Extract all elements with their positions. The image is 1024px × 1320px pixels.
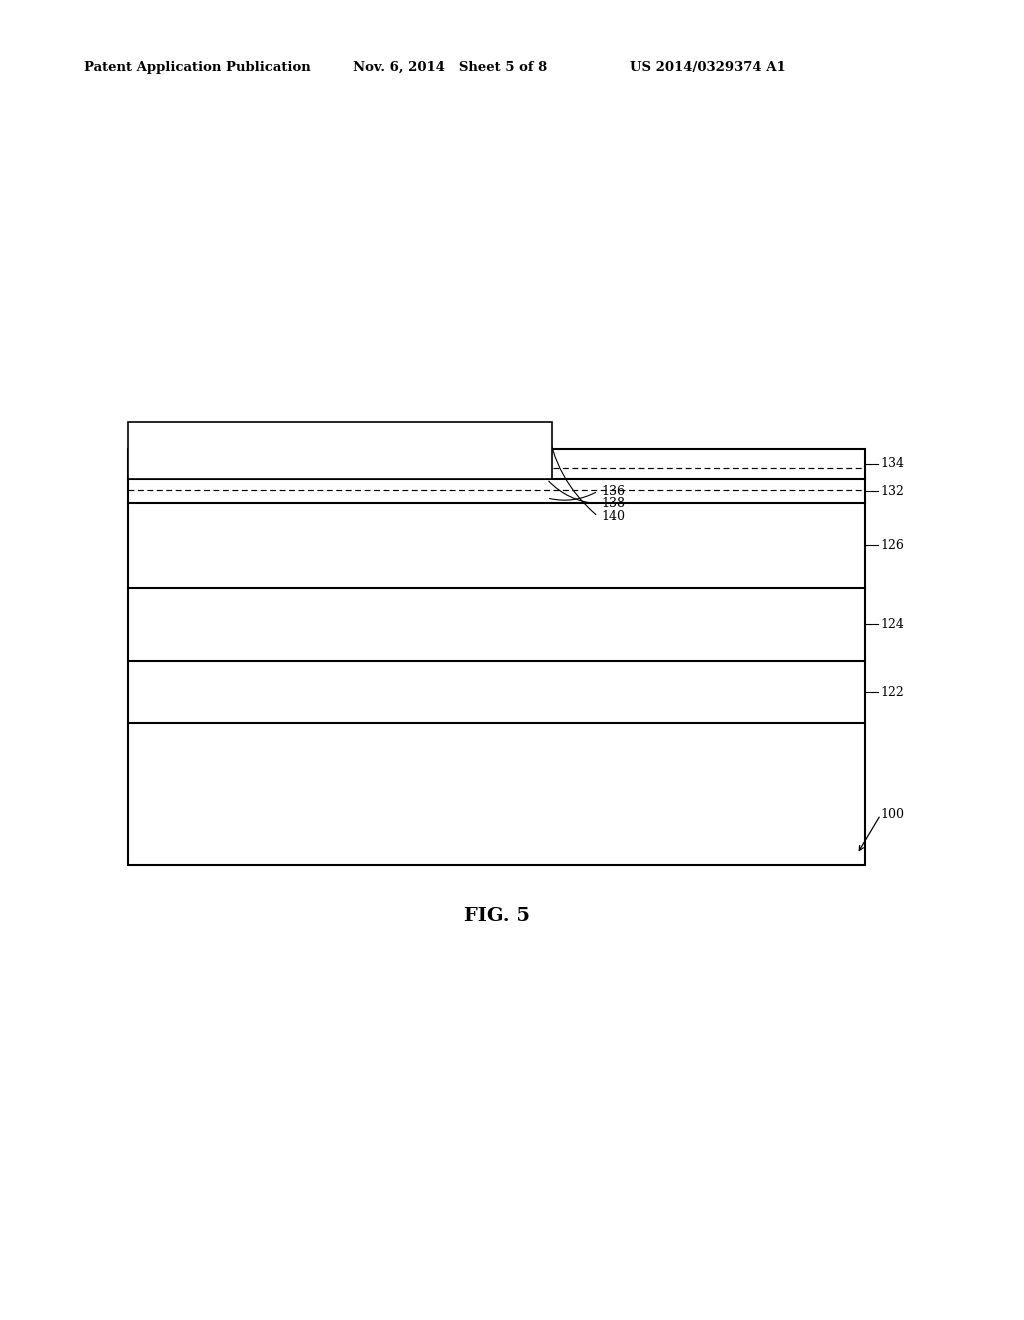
Bar: [128, 422, 552, 479]
Text: Patent Application Publication: Patent Application Publication: [84, 61, 310, 74]
Text: US 2014/0329374 A1: US 2014/0329374 A1: [630, 61, 785, 74]
Text: 126: 126: [881, 539, 904, 552]
Text: FIG. 5: FIG. 5: [464, 907, 529, 925]
Text: 122: 122: [881, 685, 904, 698]
Text: 140: 140: [601, 510, 625, 523]
Text: 124: 124: [881, 618, 904, 631]
Text: 132: 132: [881, 484, 904, 498]
Text: 138: 138: [601, 498, 625, 511]
Text: 100: 100: [881, 808, 904, 821]
Text: 134: 134: [881, 458, 904, 470]
Text: 136: 136: [601, 484, 625, 498]
Bar: [128, 449, 865, 865]
Text: Nov. 6, 2014   Sheet 5 of 8: Nov. 6, 2014 Sheet 5 of 8: [353, 61, 548, 74]
